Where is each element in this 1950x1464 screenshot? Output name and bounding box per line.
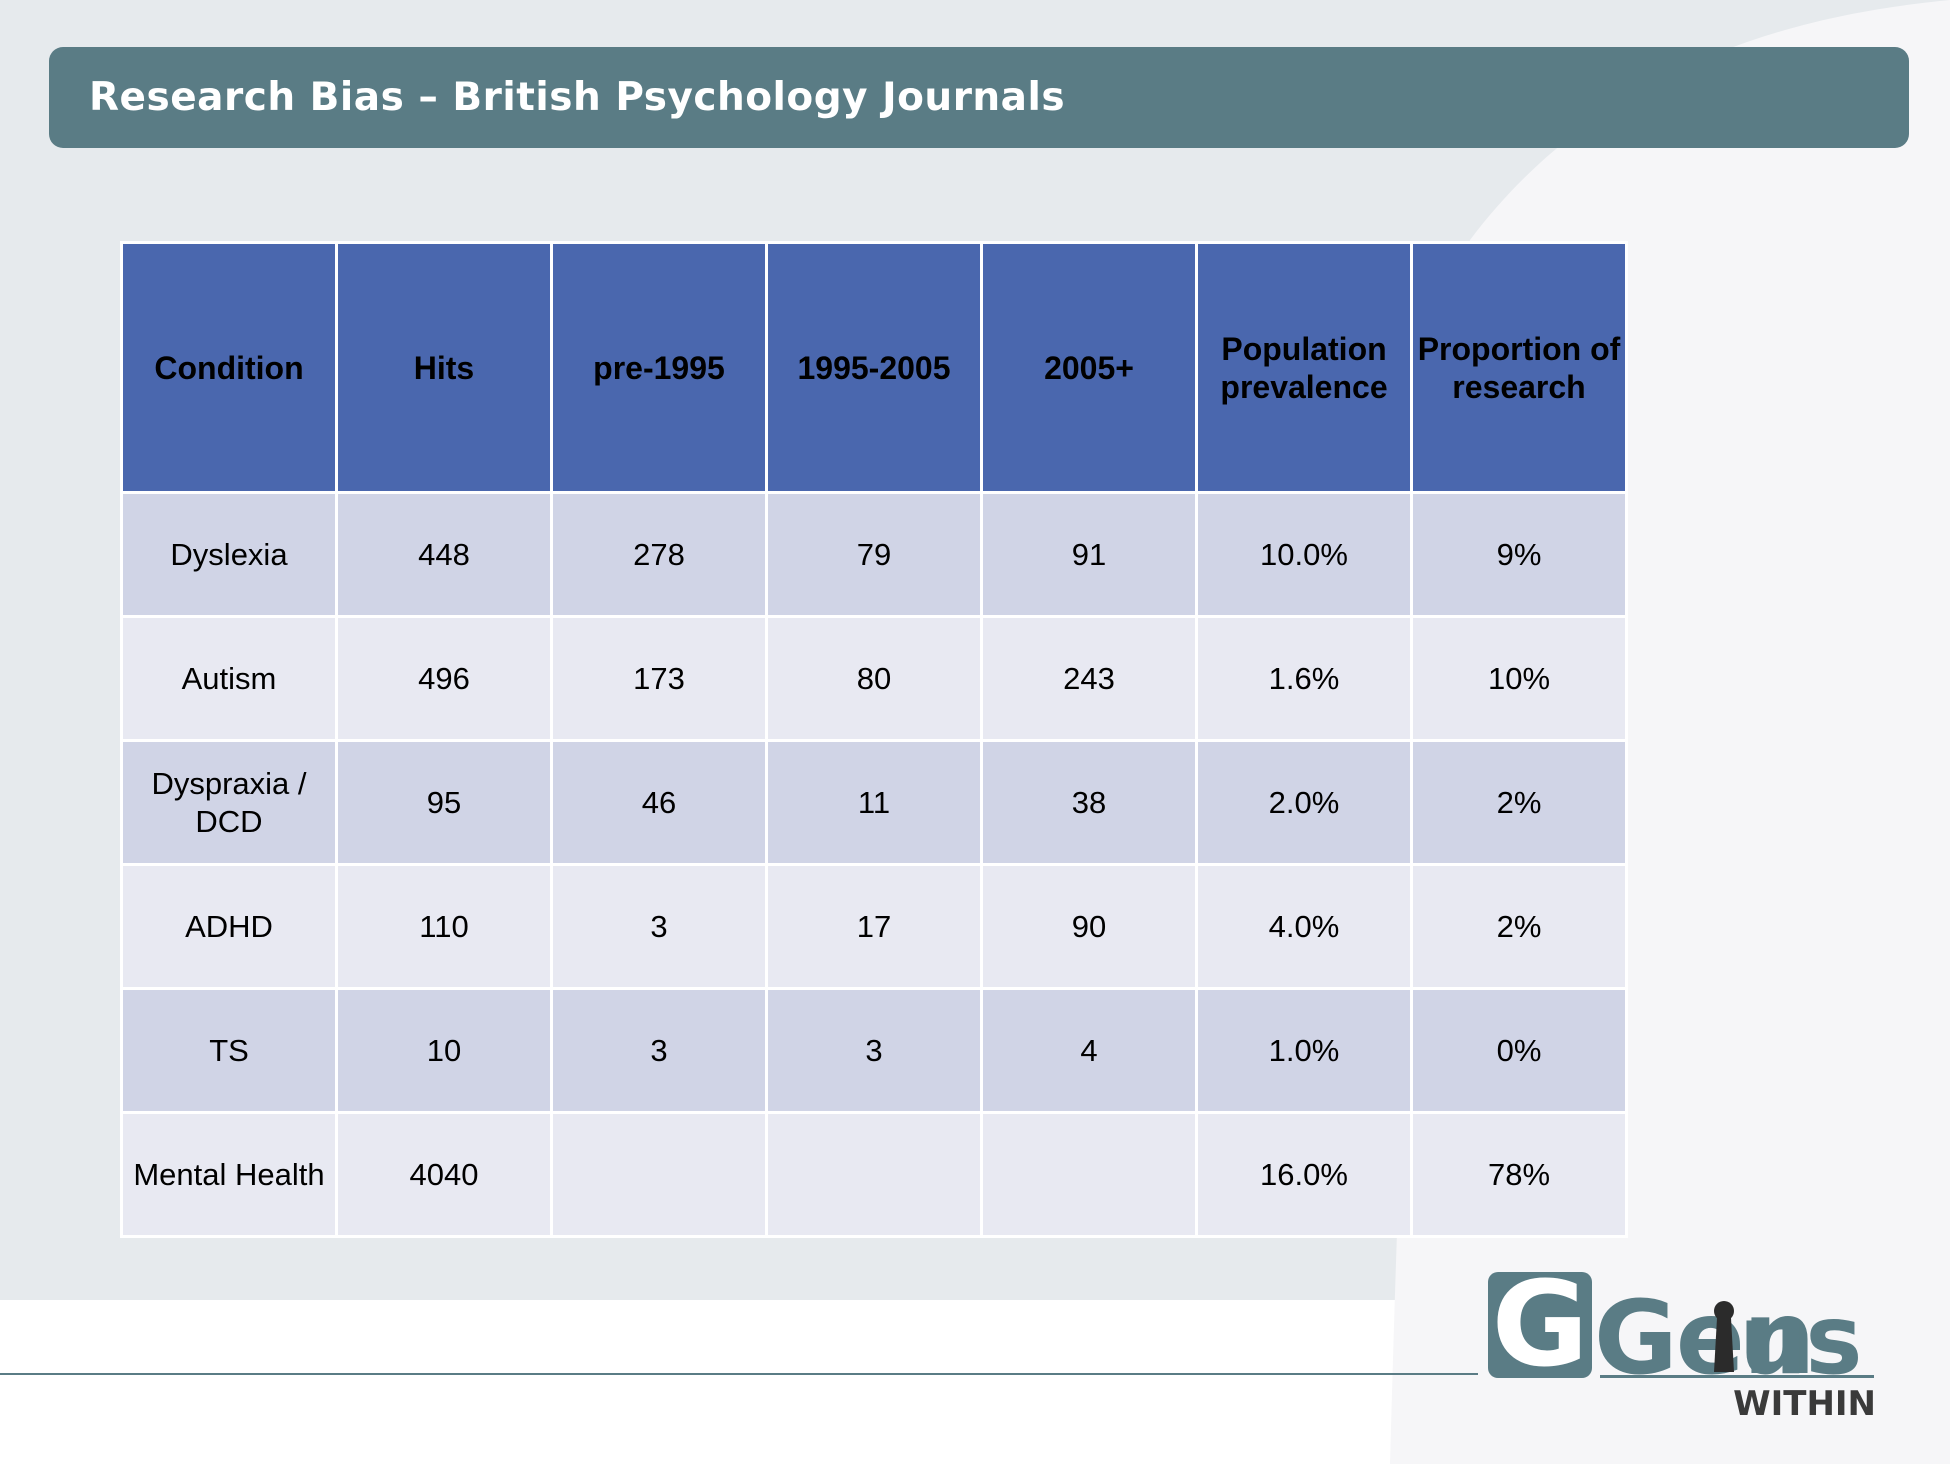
table-cell: 91 [980, 491, 1198, 618]
header-1995-2005: 1995-2005 [765, 241, 983, 494]
table-cell: 10% [1410, 615, 1628, 742]
table-cell: 10 [335, 987, 553, 1114]
table-cell: 3 [765, 987, 983, 1114]
header-population-prevalence: Population prevalence [1195, 241, 1413, 494]
table-cell: 46 [550, 739, 768, 866]
table-cell: 4 [980, 987, 1198, 1114]
table-cell: 9% [1410, 491, 1628, 618]
genius-within-logo: G Gen us WITHIN [1488, 1268, 1876, 1418]
table-cell: 2% [1410, 863, 1628, 990]
table-cell: 10.0% [1195, 491, 1413, 618]
table-cell [980, 1111, 1198, 1238]
table-row: Autism 496 173 80 243 1.6% 10% [120, 615, 1628, 742]
table-cell: 2.0% [1195, 739, 1413, 866]
table-row: TS 10 3 3 4 1.0% 0% [120, 987, 1628, 1114]
table-cell: 448 [335, 491, 553, 618]
table-cell: 17 [765, 863, 983, 990]
table-header-row: Condition Hits pre-1995 1995-2005 2005+ … [120, 241, 1628, 494]
table-cell: Dyslexia [120, 491, 338, 618]
logo-word-part1: Gen [1594, 1279, 1814, 1398]
table-cell: 3 [550, 863, 768, 990]
table-cell: 3 [550, 987, 768, 1114]
table-cell: 278 [550, 491, 768, 618]
research-table: Condition Hits pre-1995 1995-2005 2005+ … [120, 241, 1628, 1238]
table-cell: 1.0% [1195, 987, 1413, 1114]
table-row: Dyspraxia / DCD 95 46 11 38 2.0% 2% [120, 739, 1628, 866]
table-row: Mental Health 4040 16.0% 78% [120, 1111, 1628, 1238]
table-cell: 11 [765, 739, 983, 866]
table-cell: 4.0% [1195, 863, 1413, 990]
table-cell: Mental Health [120, 1111, 338, 1238]
table-cell [765, 1111, 983, 1238]
table-cell: TS [120, 987, 338, 1114]
logo-word-part2: us [1739, 1284, 1860, 1396]
table-cell: 79 [765, 491, 983, 618]
table-cell: 80 [765, 615, 983, 742]
table-cell: 243 [980, 615, 1198, 742]
header-2005-plus: 2005+ [980, 241, 1198, 494]
header-pre-1995: pre-1995 [550, 241, 768, 494]
table-cell: 4040 [335, 1111, 553, 1238]
table-cell: 2% [1410, 739, 1628, 866]
table-cell: 496 [335, 615, 553, 742]
table-row: Dyslexia 448 278 79 91 10.0% 9% [120, 491, 1628, 618]
footer-divider [0, 1373, 1478, 1375]
title-bar: Research Bias – British Psychology Journ… [49, 47, 1909, 148]
table-row: ADHD 110 3 17 90 4.0% 2% [120, 863, 1628, 990]
keyhole-icon [1714, 1301, 1734, 1372]
header-proportion-of-research: Proportion of research [1410, 241, 1628, 494]
table-cell: 173 [550, 615, 768, 742]
logo-tagline: WITHIN [1733, 1384, 1876, 1418]
table-cell: 78% [1410, 1111, 1628, 1238]
header-condition: Condition [120, 241, 338, 494]
svg-text:G: G [1492, 1268, 1589, 1393]
table-cell: 16.0% [1195, 1111, 1413, 1238]
table-cell: 110 [335, 863, 553, 990]
header-hits: Hits [335, 241, 553, 494]
table-cell [550, 1111, 768, 1238]
table-cell: 1.6% [1195, 615, 1413, 742]
slide-title: Research Bias – British Psychology Journ… [89, 75, 1066, 120]
table-cell: ADHD [120, 863, 338, 990]
table-cell: 38 [980, 739, 1198, 866]
table-cell: 0% [1410, 987, 1628, 1114]
table-cell: 90 [980, 863, 1198, 990]
table-cell: 95 [335, 739, 553, 866]
table-cell: Autism [120, 615, 338, 742]
table-cell: Dyspraxia / DCD [120, 739, 338, 866]
